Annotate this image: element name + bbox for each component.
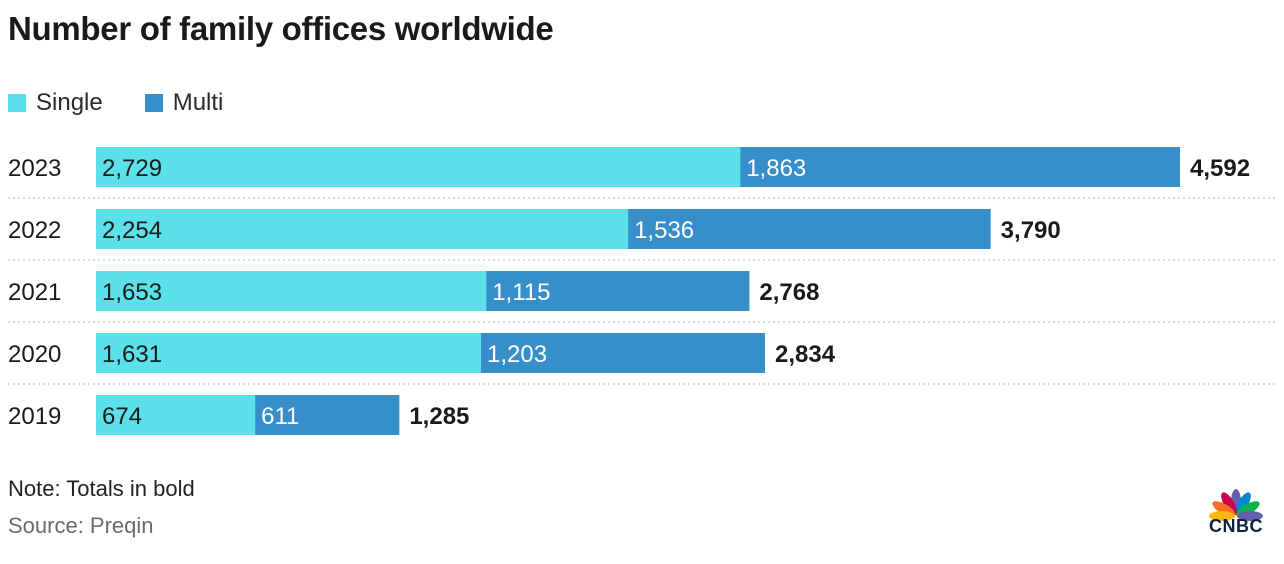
bar-multi-2023: [740, 147, 1180, 187]
legend-label-multi: Multi: [172, 89, 224, 116]
data-label-single-2020: 1,631: [102, 341, 162, 368]
legend-swatch-single: [8, 94, 26, 112]
chart-source: Source: Preqin: [8, 513, 154, 538]
bar-multi-2019: [255, 395, 400, 435]
total-label-2019: 1,285: [409, 403, 469, 430]
legend-item-single: Single: [8, 89, 103, 117]
category-label-2022: 2022: [8, 217, 61, 244]
data-label-multi-2023: 1,863: [746, 155, 806, 182]
legend-label-single: Single: [36, 89, 103, 116]
bar-single-2021: [96, 271, 487, 311]
data-label-single-2022: 2,254: [102, 217, 162, 244]
category-label-2019: 2019: [8, 403, 61, 430]
total-label-2023: 4,592: [1190, 155, 1250, 182]
data-label-multi-2019: 611: [261, 403, 299, 430]
legend-item-multi: Multi: [144, 89, 224, 117]
total-label-2021: 2,768: [759, 279, 819, 306]
category-label-2023: 2023: [8, 155, 61, 182]
data-label-multi-2020: 1,203: [487, 341, 547, 368]
bar-multi-2020: [481, 333, 766, 373]
chart-legend: Single Multi: [8, 86, 223, 120]
bar-single-2020: [96, 333, 482, 373]
bar-single-2023: [96, 147, 741, 187]
category-label-2020: 2020: [8, 341, 61, 368]
cnbc-logo-text: CNBC: [1209, 516, 1263, 536]
peacock-icon: [1209, 489, 1263, 521]
total-label-2022: 3,790: [1001, 217, 1061, 244]
legend-swatch-multi: [144, 94, 163, 112]
category-label-2021: 2021: [8, 279, 61, 306]
chart-title: Number of family offices worldwide: [8, 10, 554, 47]
chart-note: Note: Totals in bold: [8, 476, 195, 501]
data-label-single-2023: 2,729: [102, 155, 162, 182]
data-label-single-2021: 1,653: [102, 279, 162, 306]
bar-single-2022: [96, 209, 629, 249]
data-label-multi-2022: 1,536: [634, 217, 694, 244]
bar-multi-2022: [628, 209, 991, 249]
data-label-single-2019: 674: [102, 403, 142, 430]
bar-multi-2021: [486, 271, 750, 311]
bar-single-2019: [96, 395, 256, 435]
data-label-multi-2021: 1,115: [492, 279, 550, 306]
bar-chart: 2023 2,729 1,863 4,592 2022 2,254 1,536 3,790 20…: [8, 147, 1276, 435]
total-label-2020: 2,834: [775, 341, 836, 368]
